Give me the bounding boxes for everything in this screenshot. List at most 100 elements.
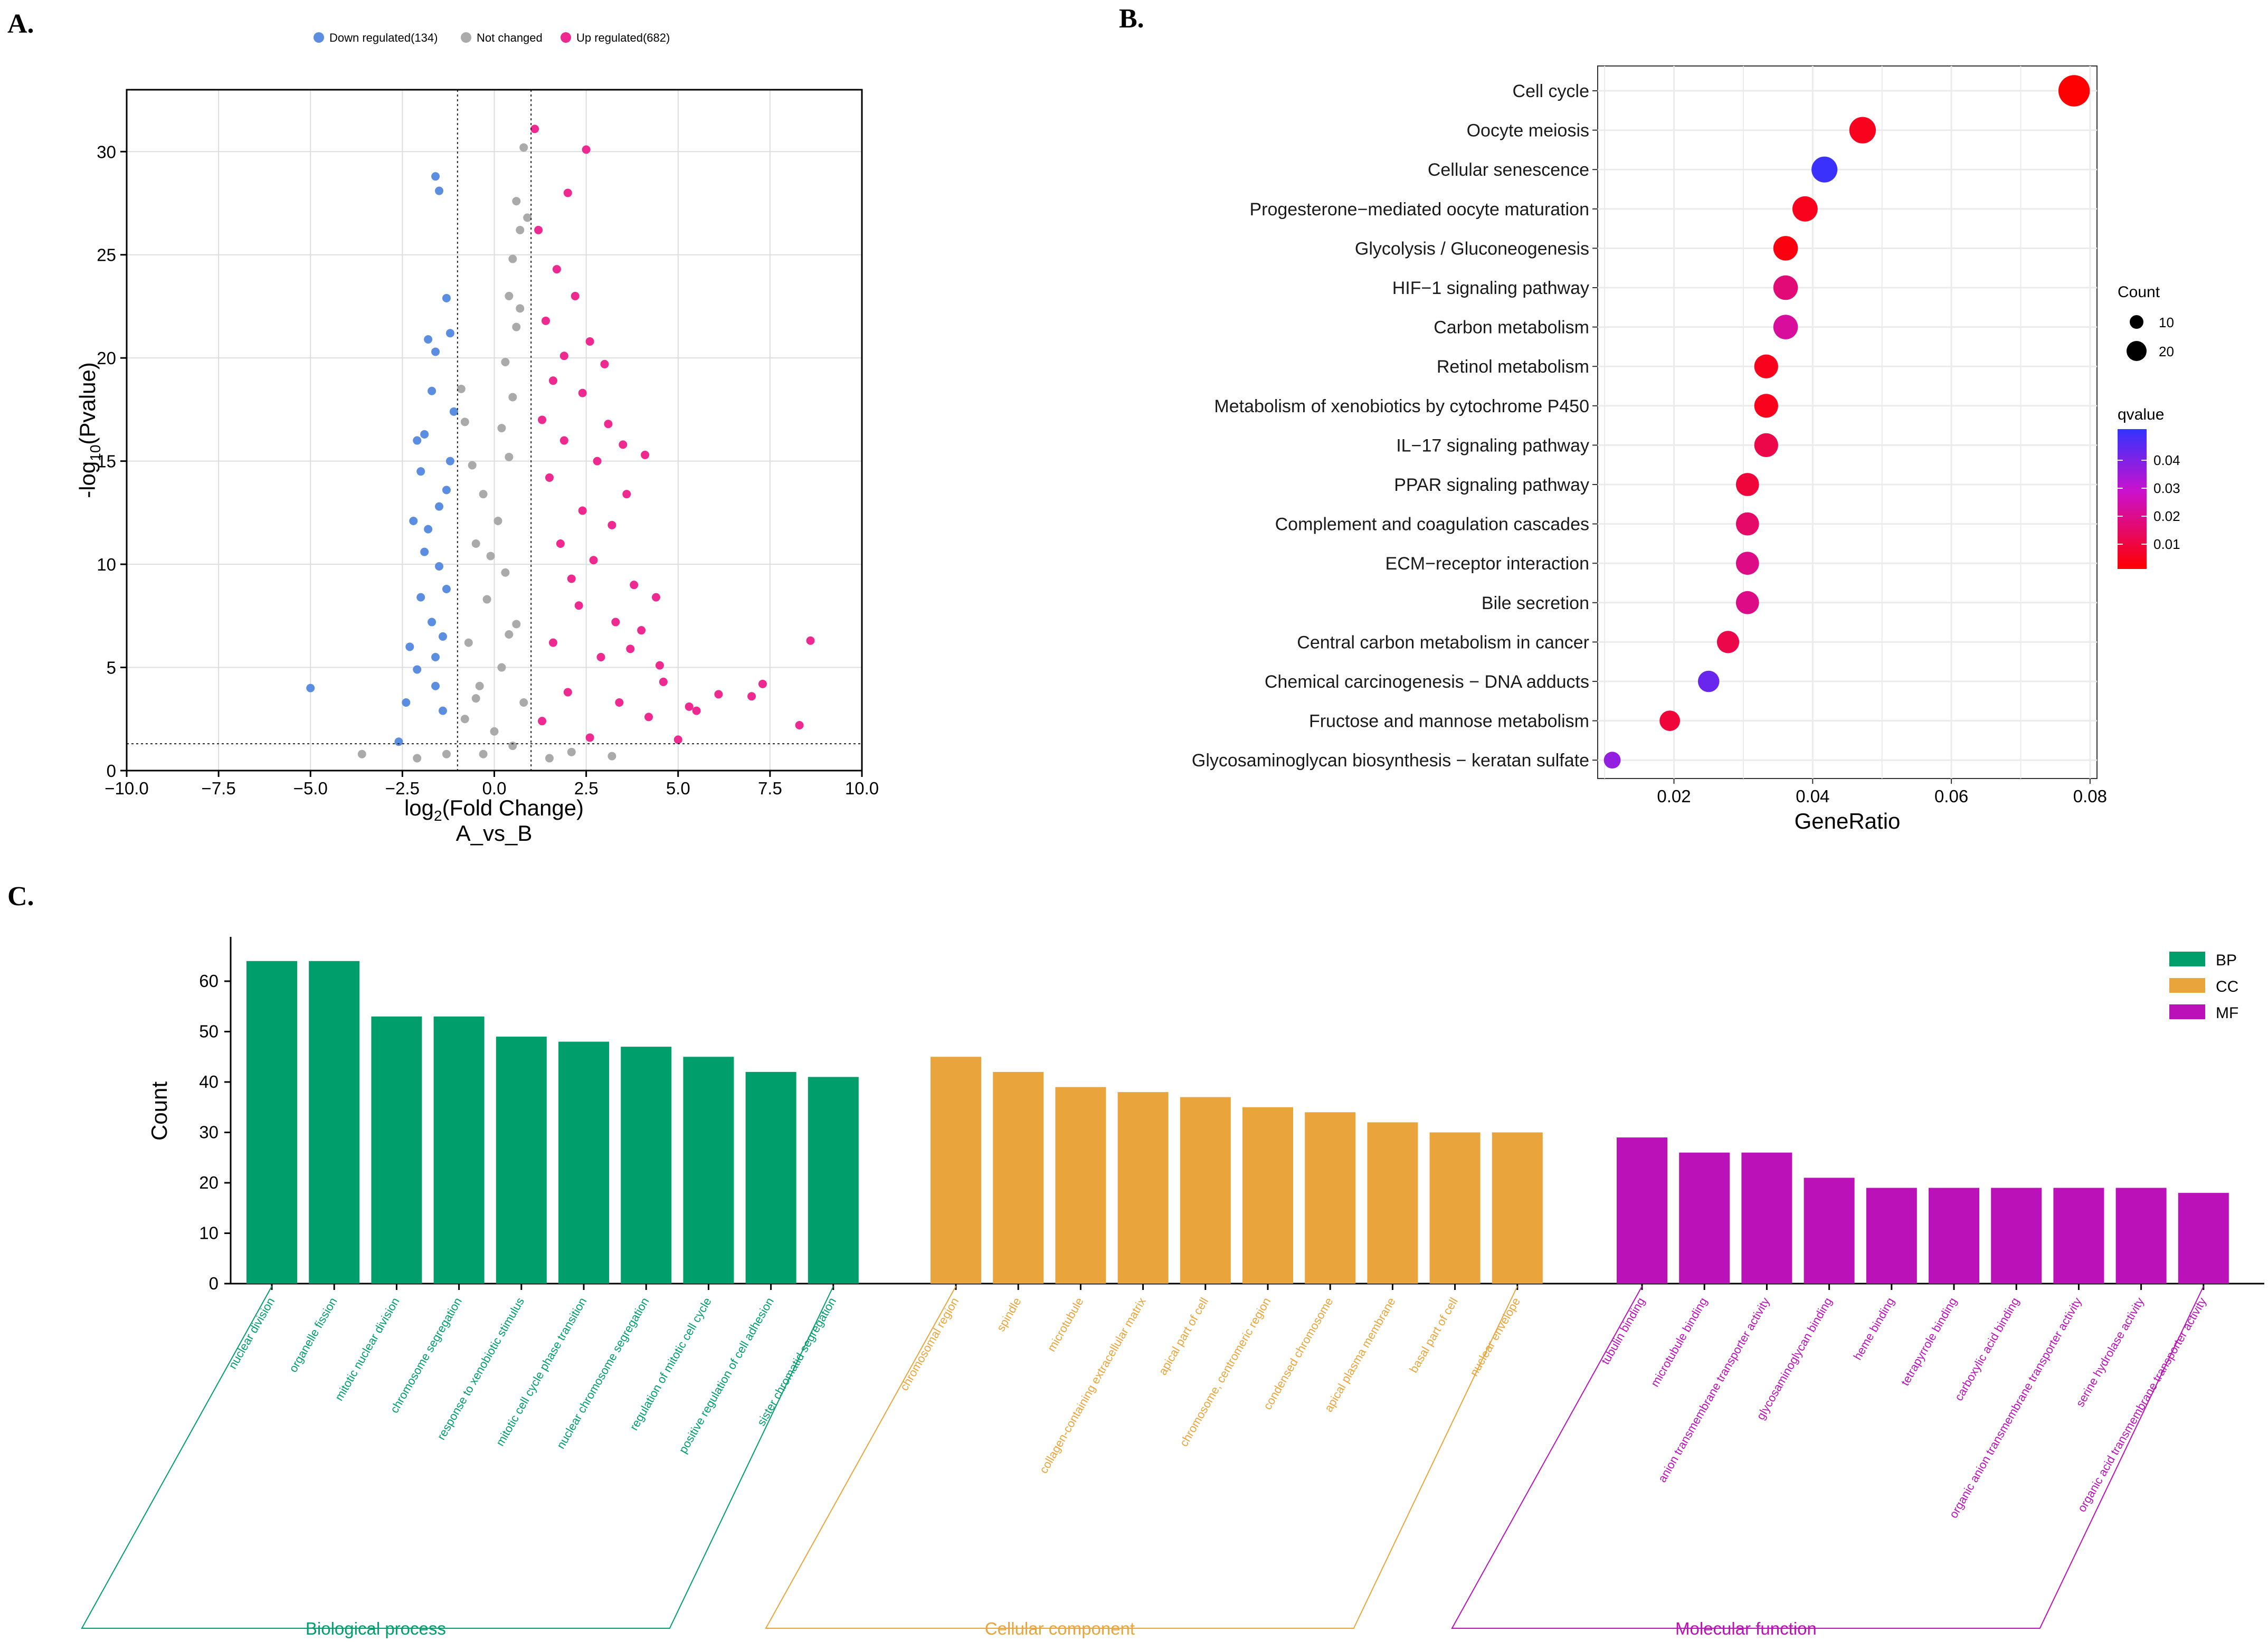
volcano-ylabel-suffix: (Pvalue) bbox=[75, 362, 100, 444]
volcano-gridlines bbox=[126, 90, 862, 771]
legend-notchanged-label: Not changed bbox=[477, 31, 543, 44]
go-bar-cc bbox=[1492, 1132, 1543, 1284]
volcano-point-down bbox=[435, 502, 444, 511]
volcano-point-down bbox=[431, 681, 440, 690]
go-y-tick-label: 30 bbox=[199, 1123, 219, 1142]
go-category-label: tetrapyrrole binding bbox=[1899, 1295, 1960, 1388]
volcano-point-up bbox=[574, 601, 583, 610]
go-legend: BP CC MF bbox=[2169, 952, 2238, 1022]
qvalue-legend-title: qvalue bbox=[2118, 406, 2164, 423]
volcano-point-notchanged bbox=[608, 752, 616, 761]
volcano-point-up bbox=[578, 506, 587, 515]
go-group-label-bp: Biological process bbox=[306, 1619, 446, 1638]
go-category-label: mitotic nuclear division bbox=[332, 1295, 402, 1403]
volcano-point-notchanged bbox=[468, 461, 477, 470]
go-bar-bp bbox=[371, 1016, 422, 1284]
panel-label-b: B. bbox=[1119, 4, 1144, 34]
go-y-tick-label: 60 bbox=[199, 971, 219, 991]
dotplot-point bbox=[1773, 236, 1798, 261]
volcano-point-down bbox=[424, 335, 433, 344]
volcano-point-up bbox=[806, 636, 815, 645]
go-category-label: basal part of cell bbox=[1407, 1295, 1460, 1375]
volcano-x-axis-subtitle: A_vs_B bbox=[456, 821, 533, 846]
volcano-point-up bbox=[651, 593, 660, 602]
volcano-x-tick-label: −5.0 bbox=[293, 779, 328, 798]
go-legend-bp-label: BP bbox=[2216, 952, 2237, 969]
go-bar-bp bbox=[808, 1077, 859, 1284]
dotplot-point bbox=[1754, 354, 1778, 378]
volcano-point-down bbox=[435, 186, 444, 195]
volcano-xlabel-suffix: (Fold Change) bbox=[442, 795, 584, 820]
dotplot-term-label: Glycosaminoglycan biosynthesis − keratan… bbox=[1192, 751, 1589, 771]
go-bar-bp bbox=[433, 1016, 485, 1284]
volcano-point-up bbox=[534, 225, 543, 234]
go-legend-cc-swatch bbox=[2169, 978, 2205, 993]
go-group-bracket-mf bbox=[1451, 1286, 2204, 1629]
volcano-point-notchanged bbox=[460, 417, 469, 426]
dotplot-point bbox=[1659, 710, 1681, 731]
go-bar-bp bbox=[558, 1041, 609, 1284]
volcano-x-tick-label: 0.0 bbox=[482, 779, 507, 798]
volcano-point-notchanged bbox=[490, 727, 499, 736]
qvalue-tick-label: 0.01 bbox=[2153, 536, 2180, 552]
dotplot-point bbox=[1849, 117, 1876, 144]
go-category-label: heme binding bbox=[1851, 1295, 1897, 1362]
count-legend-label-10: 10 bbox=[2159, 315, 2174, 330]
go-category-label: tubulin binding bbox=[1599, 1295, 1648, 1366]
volcano-point-down bbox=[413, 665, 422, 674]
go-group-brackets: Biological process Cellular component Mole… bbox=[81, 1286, 2204, 1638]
go-category-label: anion transmembrane transporter activity bbox=[1655, 1295, 1772, 1485]
volcano-point-up bbox=[567, 574, 576, 583]
go-bar-mf bbox=[1929, 1188, 1979, 1284]
go-category-label: carboxylic acid binding bbox=[1952, 1295, 2022, 1403]
volcano-point-notchanged bbox=[505, 630, 514, 639]
dotplot-term-label: Progesterone−mediated oocyte maturation bbox=[1249, 200, 1589, 220]
volcano-point-up bbox=[552, 265, 561, 274]
volcano-point-down bbox=[431, 653, 440, 661]
volcano-point-up bbox=[637, 626, 646, 635]
go-category-label: glycosaminoglycan binding bbox=[1754, 1295, 1835, 1422]
count-legend-marker-20 bbox=[2127, 341, 2147, 361]
dotplot-panel-frame bbox=[1597, 65, 2098, 779]
volcano-point-notchanged bbox=[505, 291, 514, 300]
volcano-point-down bbox=[431, 347, 440, 356]
dotplot-point bbox=[1716, 631, 1740, 653]
volcano-point-notchanged bbox=[508, 393, 517, 402]
volcano-point-up bbox=[685, 702, 694, 711]
dotplot-qvalue-legend: qvalue 0.04 0.03 0.02 0.01 bbox=[2118, 406, 2180, 569]
go-bar-cc bbox=[931, 1057, 981, 1284]
volcano-point-up bbox=[593, 457, 602, 466]
panel-label-c: C. bbox=[7, 881, 34, 912]
volcano-point-notchanged bbox=[457, 384, 466, 393]
volcano-point-up bbox=[692, 706, 701, 715]
go-group-bracket-cc bbox=[765, 1286, 1518, 1629]
dotplot-point bbox=[1773, 275, 1798, 300]
volcano-point-notchanged bbox=[471, 539, 480, 548]
go-group-label-mf: Molecular function bbox=[1675, 1619, 1817, 1638]
go-y-axis-title: Count bbox=[147, 1081, 172, 1141]
go-category-label: serine hydrolase activity bbox=[2073, 1295, 2147, 1409]
volcano-point-notchanged bbox=[464, 638, 473, 647]
volcano-plot: Down regulated(134) Not changed Up regul… bbox=[75, 31, 879, 846]
go-bar-cc bbox=[1367, 1122, 1418, 1284]
volcano-y-tick-label: 10 bbox=[97, 555, 116, 574]
go-bar-bp bbox=[246, 961, 297, 1284]
go-bar-cc bbox=[1180, 1097, 1231, 1284]
volcano-point-up bbox=[608, 520, 616, 529]
go-bars bbox=[246, 961, 2229, 1284]
dotplot-count-legend: Count 10 20 bbox=[2118, 283, 2174, 361]
volcano-point-notchanged bbox=[545, 754, 554, 763]
volcano-xlabel-prefix: log bbox=[404, 795, 434, 820]
volcano-point-down bbox=[442, 585, 451, 593]
volcano-legend: Down regulated(134) Not changed Up regul… bbox=[314, 31, 670, 44]
legend-down-label: Down regulated(134) bbox=[329, 31, 438, 44]
dotplot-term-label: Bile secretion bbox=[1482, 593, 1589, 613]
volcano-y-ticks: 0 5 10 15 20 25 30 bbox=[97, 142, 127, 781]
volcano-point-up bbox=[758, 679, 767, 688]
volcano-x-tick-label: 10.0 bbox=[845, 779, 879, 798]
count-legend-title: Count bbox=[2118, 283, 2160, 301]
volcano-point-notchanged bbox=[442, 749, 451, 758]
dotplot-point bbox=[1735, 512, 1759, 536]
go-bar-mf bbox=[1617, 1137, 1667, 1284]
